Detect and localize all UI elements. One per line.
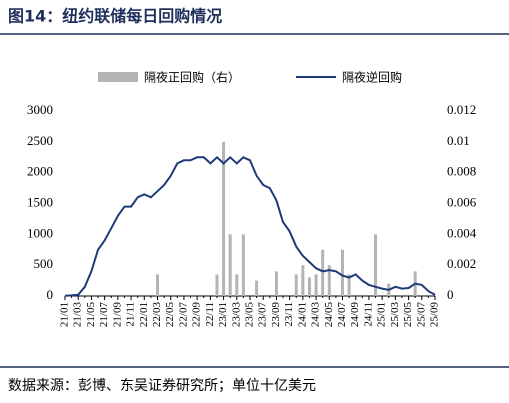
x-tick-label: 21/09 [111, 302, 123, 328]
x-tick-label: 21/03 [72, 302, 84, 328]
bar [294, 274, 298, 296]
bar [235, 274, 239, 296]
x-tick-label: 25/05 [402, 302, 414, 328]
y-tick-label: 2000 [27, 164, 53, 179]
x-tick-label: 22/01 [138, 302, 150, 327]
x-tick-label: 22/03 [151, 302, 163, 328]
x-tick-label: 22/07 [177, 302, 189, 328]
y2-tick-label: 0.01 [447, 133, 470, 148]
legend-label: 隔夜逆回购 [342, 70, 402, 85]
source: 数据来源：彭博、东吴证券研究所；单位十亿美元 [8, 377, 316, 394]
x-tick-label: 24/07 [336, 302, 348, 328]
legend-swatch [98, 72, 138, 82]
x-tick-label: 25/07 [415, 302, 427, 328]
x-tick-label: 23/03 [230, 302, 242, 328]
x-tick-label: 23/01 [217, 302, 229, 327]
y-tick-label: 1000 [27, 225, 53, 240]
x-tick-label: 21/11 [125, 302, 137, 327]
bar [314, 274, 318, 296]
bar [347, 274, 351, 296]
y-tick-label: 0 [47, 287, 54, 302]
y2-tick-label: 0.006 [447, 194, 477, 209]
bar [228, 234, 232, 296]
x-tick-label: 24/01 [296, 302, 308, 327]
y-tick-label: 2500 [27, 133, 53, 148]
x-tick-label: 25/01 [376, 302, 388, 327]
x-tick-label: 23/05 [244, 302, 256, 328]
line [64, 155, 436, 297]
bar [255, 280, 259, 296]
y2-tick-label: 0.008 [447, 164, 476, 179]
x-tick-label: 21/01 [59, 302, 71, 327]
x-tick-label: 24/03 [310, 302, 322, 328]
y-tick-label: 3000 [27, 102, 53, 117]
bar [341, 249, 344, 296]
bar [301, 265, 305, 296]
x-tick-label: 23/11 [283, 302, 295, 327]
x-tick-label: 25/03 [389, 302, 401, 328]
bar [241, 234, 245, 296]
x-tick-label: 25/09 [429, 302, 441, 328]
x-tick-label: 24/05 [323, 302, 335, 328]
y2-tick-label: 0.012 [447, 102, 476, 117]
x-tick-label: 23/09 [270, 302, 282, 328]
bar [321, 249, 325, 296]
x-tick-label: 23/07 [257, 302, 269, 328]
bar [222, 141, 226, 296]
x-tick-label: 24/11 [362, 302, 374, 327]
x-tick-label: 24/09 [349, 302, 361, 328]
x-tick-label: 21/07 [98, 302, 110, 328]
x-tick-label: 22/09 [191, 302, 203, 328]
x-tick-label: 22/11 [204, 302, 216, 327]
y2-tick-label: 0 [447, 287, 454, 302]
bar [327, 265, 331, 296]
legend-label: 隔夜正回购（右） [144, 70, 240, 85]
x-tick-label: 22/05 [164, 302, 176, 328]
y2-tick-label: 0.004 [447, 225, 477, 240]
bar [274, 271, 278, 296]
y-tick-label: 1500 [27, 194, 53, 209]
y2-tick-label: 0.002 [447, 256, 476, 271]
bar [307, 277, 311, 296]
bar [374, 234, 378, 296]
x-tick-label: 21/05 [85, 302, 97, 328]
bar [156, 274, 159, 296]
y-tick-label: 500 [34, 256, 54, 271]
bar [215, 274, 219, 296]
chart-title: 图14：纽约联储每日回购情况 [8, 7, 222, 26]
